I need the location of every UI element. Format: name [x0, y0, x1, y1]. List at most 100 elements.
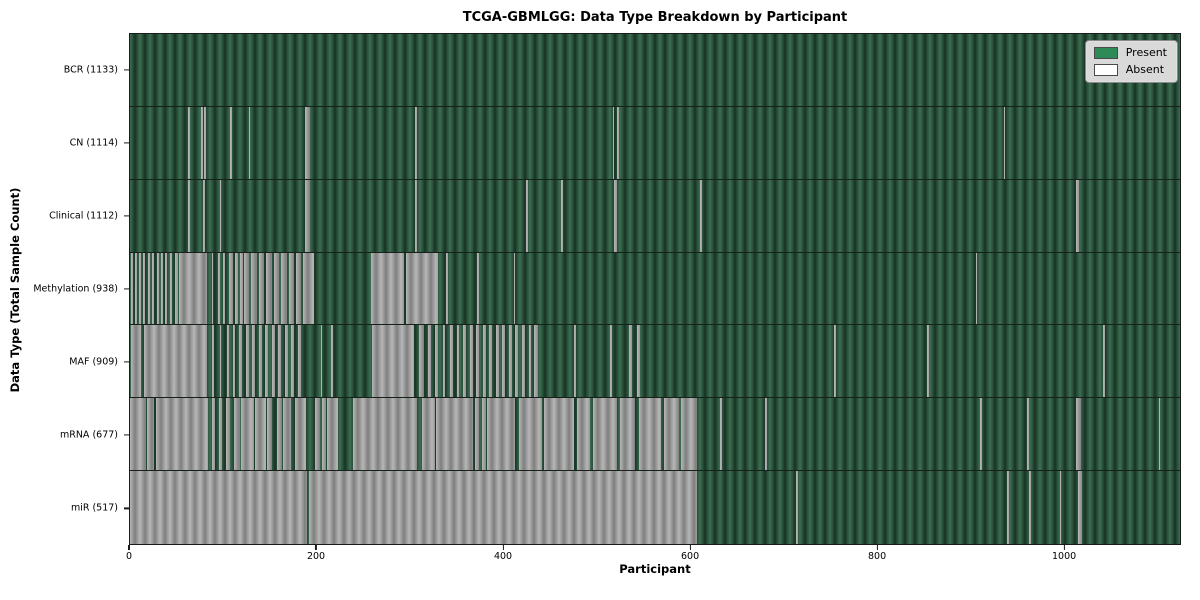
absent-segment	[187, 179, 190, 252]
row-label-Methylation: Methylation (938)	[33, 283, 118, 295]
absent-segment	[291, 325, 295, 398]
absent-segment	[134, 252, 137, 325]
absent-segment	[288, 252, 295, 325]
absent-segment	[833, 325, 836, 398]
absent-segment	[370, 252, 405, 325]
absent-segment	[258, 252, 265, 325]
absent-segment	[1026, 398, 1029, 471]
x-tick-400: 400	[494, 545, 512, 562]
absent-segment	[371, 325, 414, 398]
absent-segment	[927, 325, 929, 398]
absent-segment	[513, 252, 516, 325]
absent-segment	[614, 179, 618, 252]
absent-segment	[1076, 398, 1082, 471]
absent-segment	[157, 252, 159, 325]
absent-segment	[495, 325, 499, 398]
absent-segment	[219, 179, 222, 252]
absent-segment	[226, 398, 230, 471]
absent-segment	[217, 252, 220, 325]
absent-segment	[295, 398, 307, 471]
legend-item-absent: Absent	[1093, 63, 1167, 76]
absent-segment	[1078, 471, 1082, 544]
absent-segment	[476, 325, 480, 398]
row-label-miR: miR (517)	[70, 502, 118, 514]
absent-segment	[146, 398, 155, 471]
absent-segment	[764, 398, 767, 471]
absent-segment	[475, 398, 480, 471]
x-tick-label: 200	[306, 551, 326, 562]
absent-segment	[321, 325, 323, 398]
absent-segment	[638, 398, 662, 471]
absent-segment	[283, 398, 292, 471]
absent-segment	[414, 179, 417, 252]
x-tick-label: 800	[868, 551, 887, 562]
absent-segment	[248, 106, 251, 179]
absent-segment	[469, 325, 473, 398]
absent-segment	[271, 325, 275, 398]
row-band-mRNA	[130, 398, 1180, 472]
absent-segment	[525, 179, 528, 252]
absent-segment	[160, 252, 163, 325]
absent-segment	[143, 325, 208, 398]
absent-segment	[203, 106, 206, 179]
absent-segment	[617, 106, 620, 179]
absent-segment	[422, 398, 436, 471]
x-tick-0: 0	[126, 545, 132, 562]
absent-segment	[980, 398, 983, 471]
x-tick-label: 0	[125, 551, 133, 562]
absent-segment	[592, 398, 618, 471]
absent-segment	[130, 471, 308, 544]
row-label-mRNA: mRNA (677)	[59, 429, 118, 441]
y-tick-mark	[124, 142, 129, 144]
absent-segment	[147, 252, 150, 325]
absent-segment	[544, 398, 575, 471]
absent-segment	[427, 325, 431, 398]
absent-segment	[218, 398, 223, 471]
absent-segment	[1059, 471, 1062, 544]
absent-swatch-icon	[1093, 63, 1118, 76]
absent-segment	[330, 325, 333, 398]
absent-segment	[252, 325, 256, 398]
absent-segment	[1028, 471, 1031, 544]
absent-segment	[680, 398, 697, 471]
x-tick-mark	[315, 545, 317, 550]
absent-segment	[223, 252, 226, 325]
plot-area	[129, 33, 1181, 545]
absent-segment	[240, 252, 243, 325]
absent-segment	[200, 106, 203, 179]
absent-segment	[152, 252, 155, 325]
absent-segment	[143, 252, 145, 325]
absent-segment	[296, 252, 301, 325]
absent-segment	[233, 398, 241, 471]
absent-segment	[267, 398, 272, 471]
legend: Present Absent	[1084, 40, 1178, 83]
absent-segment	[515, 325, 519, 398]
absent-segment	[353, 398, 418, 471]
absent-segment	[1003, 106, 1006, 179]
absent-segment	[314, 398, 321, 471]
x-tick-mark	[689, 545, 691, 550]
absent-segment	[534, 325, 538, 398]
x-tick-1000: 1000	[1052, 545, 1076, 562]
absent-segment	[663, 398, 679, 471]
absent-segment	[305, 179, 311, 252]
x-tick-800: 800	[868, 545, 886, 562]
absent-segment	[487, 398, 516, 471]
absent-segment	[278, 325, 282, 398]
x-tick-mark	[128, 545, 130, 550]
absent-segment	[450, 325, 453, 398]
absent-segment	[251, 252, 257, 325]
x-tick-label: 400	[493, 551, 513, 562]
x-axis-label: Participant	[619, 562, 691, 576]
absent-segment	[277, 398, 283, 471]
absent-segment	[326, 398, 339, 471]
absent-segment	[700, 179, 703, 252]
x-tick-mark	[876, 545, 878, 550]
absent-segment	[258, 325, 262, 398]
absent-segment	[245, 325, 249, 398]
row-label-BCR: BCR (1133)	[63, 64, 118, 76]
absent-segment	[302, 252, 314, 325]
absent-segment	[228, 252, 233, 325]
absent-segment	[187, 106, 190, 179]
absent-segment	[477, 252, 480, 325]
